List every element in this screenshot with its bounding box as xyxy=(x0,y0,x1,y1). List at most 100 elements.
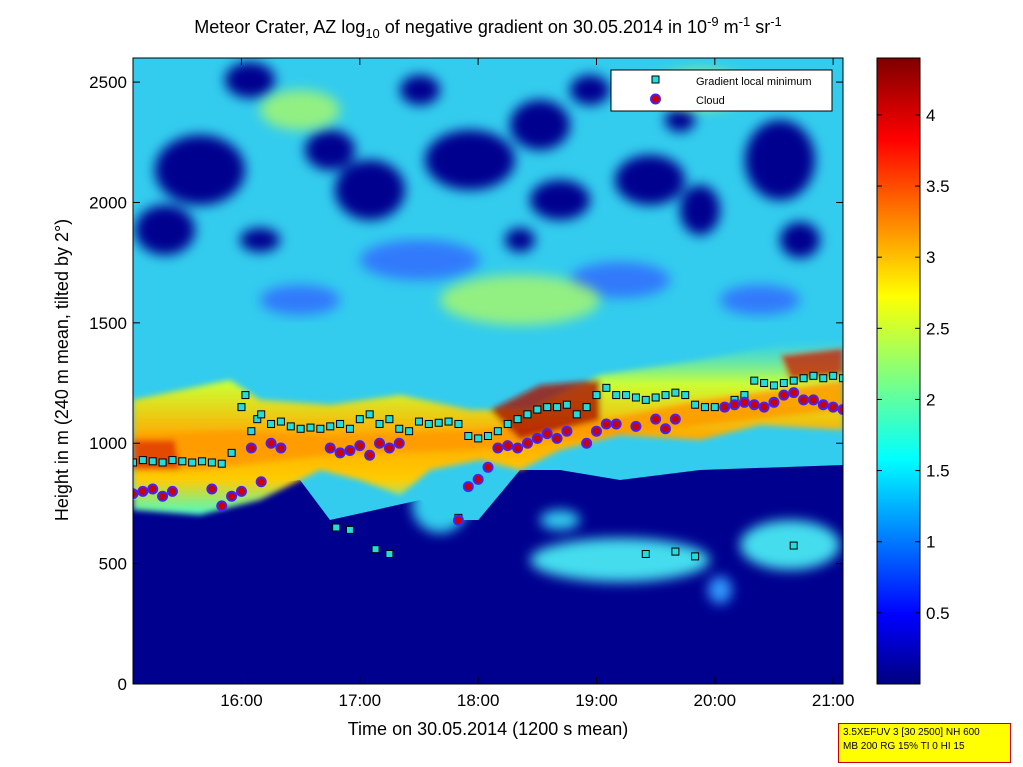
legend: Gradient local minimum Cloud xyxy=(610,69,833,112)
colorbar-tick-label: 4 xyxy=(926,106,935,125)
gradient-minimum-point xyxy=(710,403,719,412)
x-axis-label: Time on 30.05.2014 (1200 s mean) xyxy=(348,719,629,739)
cloud-point xyxy=(265,437,277,449)
gradient-minimum-point xyxy=(424,419,433,428)
colorbar-gradient xyxy=(876,57,921,685)
parameter-info-box: 3.5XEFUV 3 [30 2500] NH 600 MB 200 RG 15… xyxy=(838,723,1011,763)
gradient-minimum-point xyxy=(622,391,631,400)
gradient-minimum-point xyxy=(385,549,394,558)
y-axis-label: Height in m (240 m mean, tilted by 2°) xyxy=(52,219,72,521)
cloud-point xyxy=(452,514,464,526)
gradient-minimum-point xyxy=(385,415,394,424)
gradient-minimum-point xyxy=(454,419,463,428)
cloud-point xyxy=(561,425,573,437)
cloud-point xyxy=(778,389,790,401)
cloud-point xyxy=(729,399,741,411)
plot-frame xyxy=(132,57,844,685)
legend-label-cloud: Cloud xyxy=(696,95,725,107)
gradient-minimum-point xyxy=(671,388,680,397)
cloud-point xyxy=(226,490,238,502)
cloud-point xyxy=(600,418,612,430)
gradient-minimum-point xyxy=(543,403,552,412)
colorbar-tick-label: 3 xyxy=(926,248,935,267)
gradient-minimum-point xyxy=(133,458,137,467)
gradient-minimum-point xyxy=(572,410,581,419)
gradient-minimum-point xyxy=(553,403,562,412)
gradient-minimum-point xyxy=(691,400,700,409)
gradient-minimum-point xyxy=(276,417,285,426)
gradient-minimum-point xyxy=(750,376,759,385)
colorbar-tick-label: 1 xyxy=(926,533,935,552)
y-tick-label: 500 xyxy=(99,555,127,574)
cloud-point xyxy=(374,437,386,449)
gradient-minimum-point xyxy=(464,432,473,441)
gradient-minimum-point xyxy=(769,381,778,390)
cloud-point xyxy=(817,399,829,411)
cloud-point xyxy=(650,413,662,425)
cloud-point xyxy=(216,500,228,512)
gradient-minimum-point xyxy=(661,391,670,400)
gradient-minimum-point xyxy=(316,424,325,433)
gradient-minimum-point xyxy=(493,427,502,436)
gradient-minimum-point xyxy=(188,458,197,467)
cloud-point xyxy=(462,481,474,493)
cloud-point xyxy=(551,432,563,444)
cloud-point xyxy=(541,428,553,440)
cloud-point xyxy=(581,437,593,449)
cloud-point xyxy=(669,413,681,425)
gradient-minimum-point xyxy=(371,545,380,554)
gradient-minimum-point xyxy=(641,395,650,404)
gradient-minimum-point xyxy=(241,391,250,400)
gradient-minimum-point xyxy=(375,419,384,428)
x-tick-label: 21:00 xyxy=(812,691,855,710)
x-tick-label: 20:00 xyxy=(694,691,737,710)
y-tick-label: 2500 xyxy=(89,73,127,92)
gradient-minimum-point xyxy=(671,547,680,556)
cloud-point xyxy=(206,483,218,495)
cloud-point xyxy=(807,394,819,406)
gradient-minimum-point xyxy=(789,376,798,385)
gradient-minimum-point xyxy=(237,403,246,412)
cloud-point xyxy=(334,447,346,459)
gradient-minimum-point xyxy=(178,457,187,466)
gradient-minimum-point xyxy=(138,456,147,465)
cloud-point xyxy=(630,420,642,432)
cloud-point xyxy=(748,399,760,411)
colorbar-tick-label: 1.5 xyxy=(926,462,950,481)
gradient-minimum-point xyxy=(562,400,571,409)
gradient-minimum-point xyxy=(602,383,611,392)
gradient-minimum-point xyxy=(257,410,266,419)
gradient-minimum-point xyxy=(355,415,364,424)
cloud-point xyxy=(798,394,810,406)
cloud-point xyxy=(137,485,149,497)
cloud-point xyxy=(610,418,622,430)
gradient-minimum-point xyxy=(306,423,315,432)
chart-title: Meteor Crater, AZ log10 of negative grad… xyxy=(194,14,782,41)
gradient-minimum-point xyxy=(631,393,640,402)
gradient-minimum-point xyxy=(217,459,226,468)
gradient-minimum-point xyxy=(247,427,256,436)
cloud-point xyxy=(235,485,247,497)
gradient-minimum-point xyxy=(839,374,843,383)
cloud-point xyxy=(147,483,159,495)
gradient-minimum-point xyxy=(799,374,808,383)
heatmap-field xyxy=(133,58,843,684)
cloud-point xyxy=(344,444,356,456)
gradient-minimum-point xyxy=(789,541,798,550)
gradient-minimum-point xyxy=(691,552,700,561)
gradient-minimum-point xyxy=(158,458,167,467)
cloud-point xyxy=(354,440,366,452)
x-tick-label: 19:00 xyxy=(575,691,618,710)
gradient-minimum-point xyxy=(434,418,443,427)
gradient-minimum-point xyxy=(809,371,818,380)
gradient-minimum-point xyxy=(760,379,769,388)
gradient-minimum-point xyxy=(332,523,341,532)
gradient-minimum-point xyxy=(286,422,295,431)
gradient-minimum-point xyxy=(227,448,236,457)
cloud-point xyxy=(768,396,780,408)
gradient-minimum-point xyxy=(700,403,709,412)
gradient-minimum-point xyxy=(829,371,838,380)
cloud-point xyxy=(393,437,405,449)
cloud-point xyxy=(788,387,800,399)
cloud-point xyxy=(133,488,139,500)
